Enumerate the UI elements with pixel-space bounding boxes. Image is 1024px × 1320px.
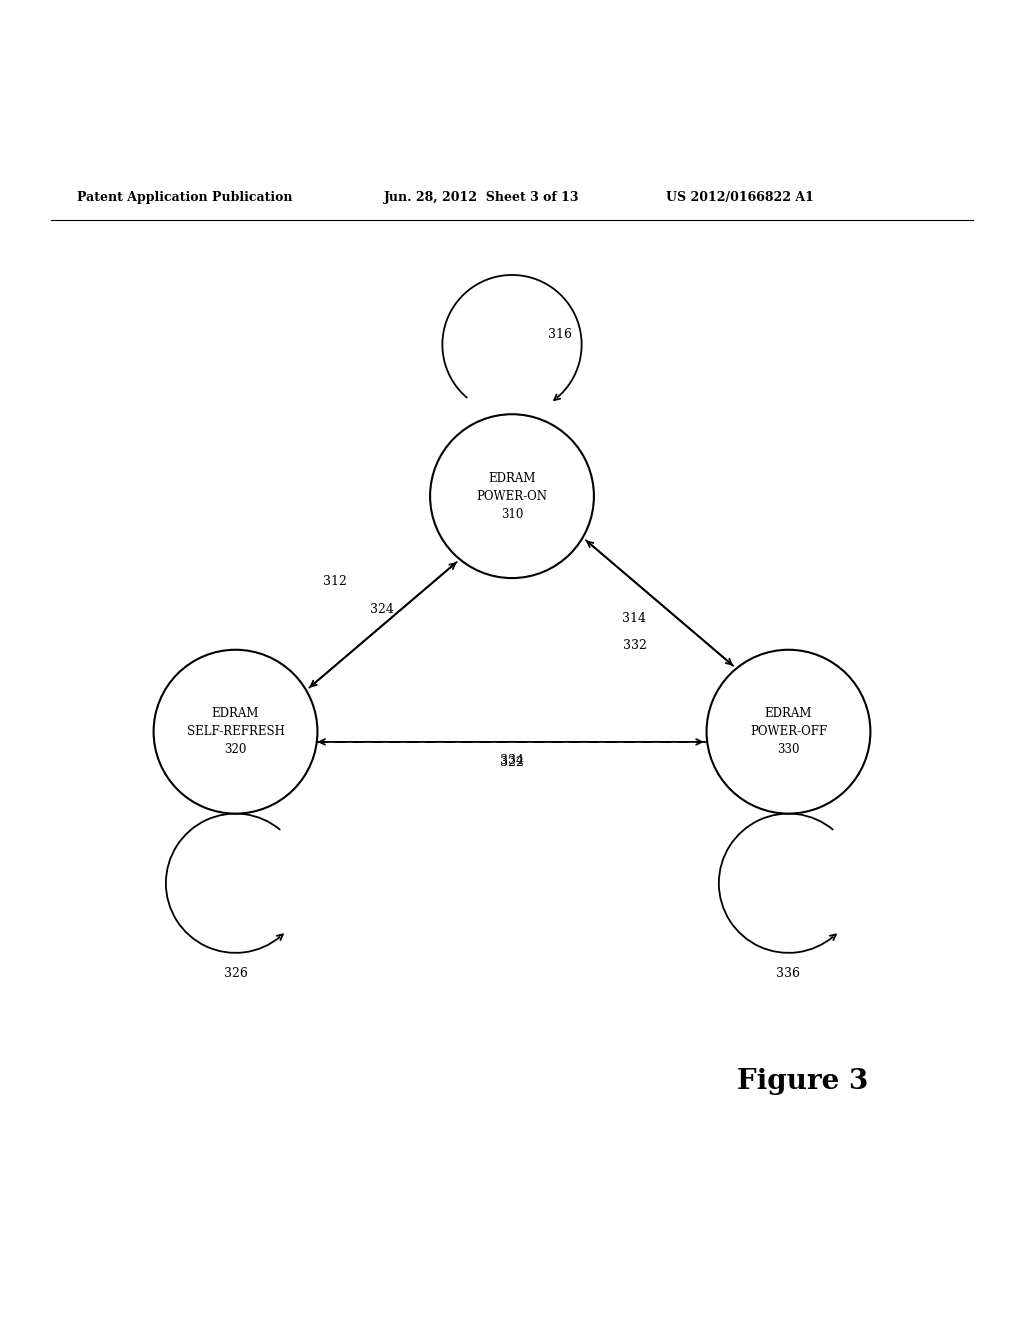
Text: US 2012/0166822 A1: US 2012/0166822 A1 xyxy=(666,191,813,205)
Text: EDRAM
POWER-OFF
330: EDRAM POWER-OFF 330 xyxy=(750,708,827,756)
Text: 334: 334 xyxy=(500,754,524,767)
Text: 332: 332 xyxy=(623,639,647,652)
Text: 314: 314 xyxy=(623,612,646,626)
Text: EDRAM
POWER-ON
310: EDRAM POWER-ON 310 xyxy=(476,471,548,520)
Text: 336: 336 xyxy=(776,966,801,979)
Circle shape xyxy=(154,649,317,813)
Circle shape xyxy=(707,649,870,813)
Text: 312: 312 xyxy=(323,576,346,589)
Text: 316: 316 xyxy=(548,327,571,341)
Text: EDRAM
SELF-REFRESH
320: EDRAM SELF-REFRESH 320 xyxy=(186,708,285,756)
Text: Patent Application Publication: Patent Application Publication xyxy=(77,191,292,205)
Text: Jun. 28, 2012  Sheet 3 of 13: Jun. 28, 2012 Sheet 3 of 13 xyxy=(384,191,580,205)
Text: 324: 324 xyxy=(370,603,393,615)
Circle shape xyxy=(430,414,594,578)
Text: 326: 326 xyxy=(223,966,248,979)
Text: 322: 322 xyxy=(500,756,524,768)
Text: Figure 3: Figure 3 xyxy=(737,1068,868,1096)
